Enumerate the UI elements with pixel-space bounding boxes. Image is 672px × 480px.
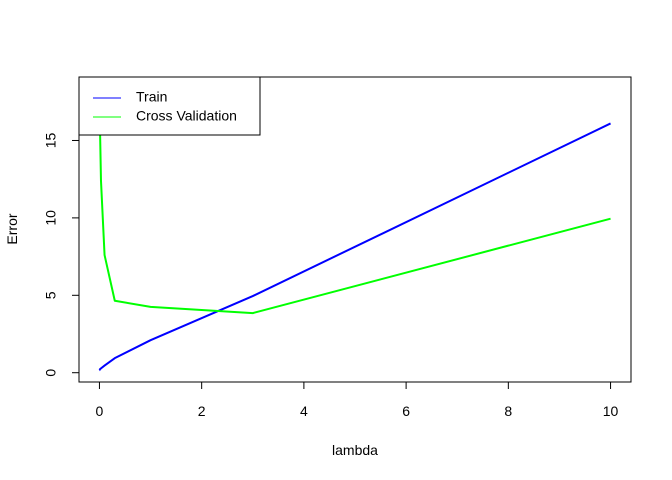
y-axis: 0 5 10 15 bbox=[43, 132, 80, 377]
y-tick-label: 5 bbox=[43, 291, 59, 299]
y-tick-label: 10 bbox=[43, 210, 59, 226]
x-axis-title: lambda bbox=[332, 442, 378, 458]
legend-label: Train bbox=[136, 89, 167, 105]
x-tick-label: 10 bbox=[603, 403, 619, 419]
x-axis: 0 2 4 6 8 10 bbox=[96, 381, 619, 419]
legend: Train Cross Validation bbox=[78, 76, 261, 136]
y-tick-label: 0 bbox=[43, 369, 59, 377]
series-line-train bbox=[98, 122, 611, 372]
x-tick-label: 8 bbox=[504, 403, 512, 419]
legend-label: Cross Validation bbox=[136, 108, 237, 124]
x-tick-label: 4 bbox=[300, 403, 308, 419]
x-tick-label: 6 bbox=[402, 403, 410, 419]
y-axis-title: Error bbox=[4, 213, 20, 244]
x-tick-label: 0 bbox=[96, 403, 104, 419]
y-tick-label: 15 bbox=[43, 132, 59, 148]
x-tick-label: 2 bbox=[198, 403, 206, 419]
legend-box bbox=[78, 76, 261, 136]
